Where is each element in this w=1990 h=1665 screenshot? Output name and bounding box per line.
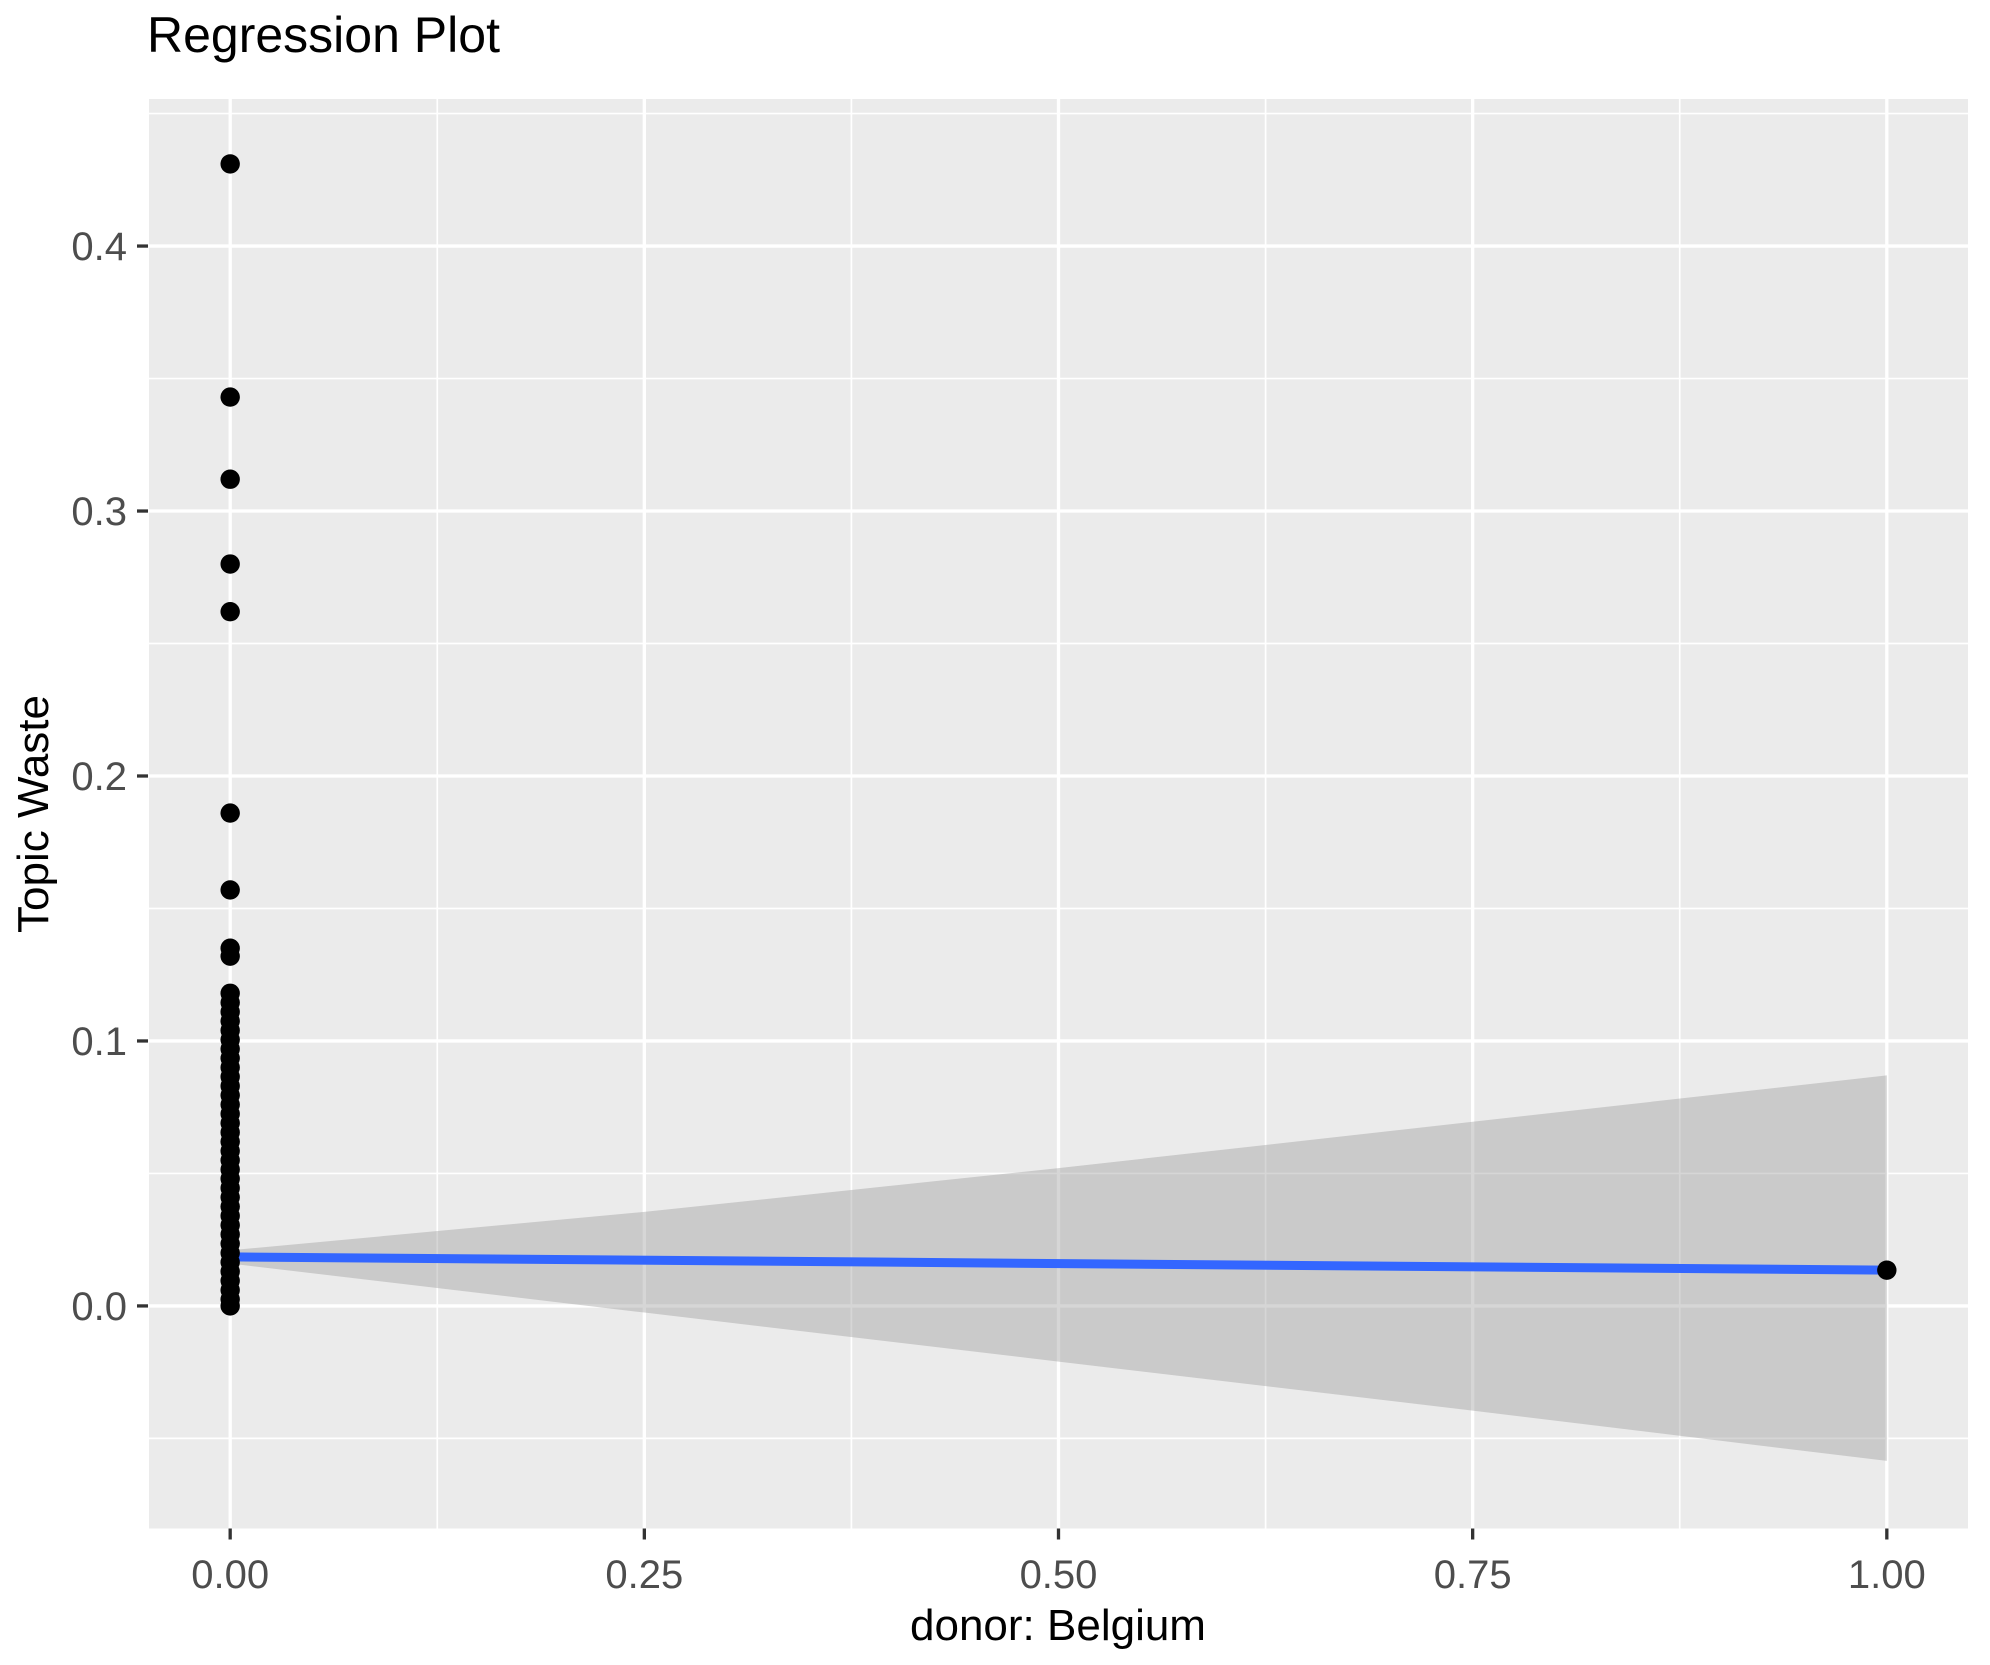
plot-title: Regression Plot — [147, 7, 500, 63]
y-axis-title: Topic Waste — [9, 695, 58, 933]
y-tick-label: 0.4 — [71, 225, 127, 269]
y-axis-tick-labels: 0.0 0.1 0.2 0.3 0.4 — [71, 225, 127, 1329]
x-tick-label: 0.50 — [1020, 1553, 1098, 1597]
data-point — [220, 554, 240, 574]
confidence-band — [230, 1075, 1887, 1461]
y-tick-label: 0.3 — [71, 490, 127, 534]
data-point — [220, 387, 240, 407]
x-tick-label: 0.25 — [605, 1553, 683, 1597]
chart-layer: 0.00 0.25 0.50 0.75 1.00 0.0 0.1 0.2 0.3 0.4 — [71, 99, 1968, 1597]
data-point — [220, 946, 240, 966]
y-tick-label: 0.1 — [71, 1020, 127, 1064]
y-axis-ticks — [137, 244, 148, 1308]
x-tick-label: 0.00 — [191, 1553, 269, 1597]
data-point — [220, 602, 240, 622]
y-tick-label: 0.0 — [71, 1285, 127, 1329]
data-points — [220, 154, 1897, 1316]
x-axis-ticks — [228, 1528, 1889, 1540]
data-point — [220, 803, 240, 823]
data-point — [1877, 1260, 1897, 1280]
x-tick-label: 0.75 — [1434, 1553, 1512, 1597]
x-axis-tick-labels: 0.00 0.25 0.50 0.75 1.00 — [191, 1553, 1926, 1597]
x-tick-label: 1.00 — [1848, 1553, 1926, 1597]
regression-line — [230, 1252, 1887, 1275]
data-point — [220, 469, 240, 489]
data-point — [220, 1296, 240, 1316]
x-axis-title: donor: Belgium — [910, 1601, 1206, 1650]
y-tick-label: 0.2 — [71, 755, 127, 799]
data-point — [220, 154, 240, 174]
data-point — [220, 880, 240, 900]
